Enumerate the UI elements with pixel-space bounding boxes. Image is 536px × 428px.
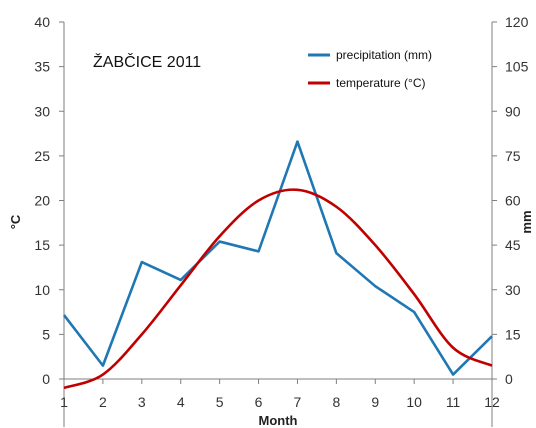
precipitation-line <box>62 140 493 376</box>
temperature-line <box>63 188 493 390</box>
legend-label-precipitation: precipitation (mm) <box>336 48 432 62</box>
x-tick-label: 8 <box>332 394 340 410</box>
x-tick-label: 1 <box>60 394 68 410</box>
y-axis-label-right: mm <box>519 210 534 233</box>
legend-label-temperature: temperature (°C) <box>336 76 426 90</box>
y-right-tick-label: 15 <box>505 326 521 342</box>
series-layer <box>62 140 493 390</box>
x-tick-label: 6 <box>255 394 263 410</box>
y-left-tick-label: 40 <box>34 14 50 30</box>
y-right-tick-label: 45 <box>505 237 521 253</box>
y-right-tick-label: 60 <box>505 193 521 209</box>
y-axis-label-left: °C <box>8 214 23 229</box>
y-left-tick-label: 15 <box>34 237 50 253</box>
legend: precipitation (mm) temperature (°C) <box>308 48 432 90</box>
axes <box>59 21 497 427</box>
y-right-tick-label: 0 <box>505 371 513 387</box>
x-tick-label: 3 <box>138 394 146 410</box>
y-right-tick-label: 75 <box>505 148 521 164</box>
x-tick-label: 11 <box>446 394 461 410</box>
x-tick-label: 10 <box>406 394 422 410</box>
y-right-tick-label: 105 <box>505 59 529 75</box>
x-axis-label: Month <box>259 413 298 428</box>
y-left-tick-label: 25 <box>34 148 50 164</box>
x-tick-label: 7 <box>294 394 302 410</box>
x-tick-label: 5 <box>216 394 224 410</box>
y-left-tick-label: 30 <box>34 103 50 119</box>
y-left-tick-label: 5 <box>42 326 50 342</box>
x-tick-label: 9 <box>371 394 379 410</box>
x-tick-label: 4 <box>177 394 185 410</box>
y-left-tick-label: 0 <box>42 371 50 387</box>
y-right-tick-label: 120 <box>505 14 529 30</box>
y-left-tick-label: 20 <box>34 193 50 209</box>
x-tick-label: 12 <box>484 394 500 410</box>
chart-title: ŽABČICE 2011 <box>93 52 201 71</box>
y-left-tick-label: 10 <box>34 282 50 298</box>
y-right-tick-label: 90 <box>505 103 521 119</box>
y-right-tick-label: 30 <box>505 282 521 298</box>
y-left-tick-label: 35 <box>34 59 50 75</box>
x-tick-label: 2 <box>99 394 107 410</box>
